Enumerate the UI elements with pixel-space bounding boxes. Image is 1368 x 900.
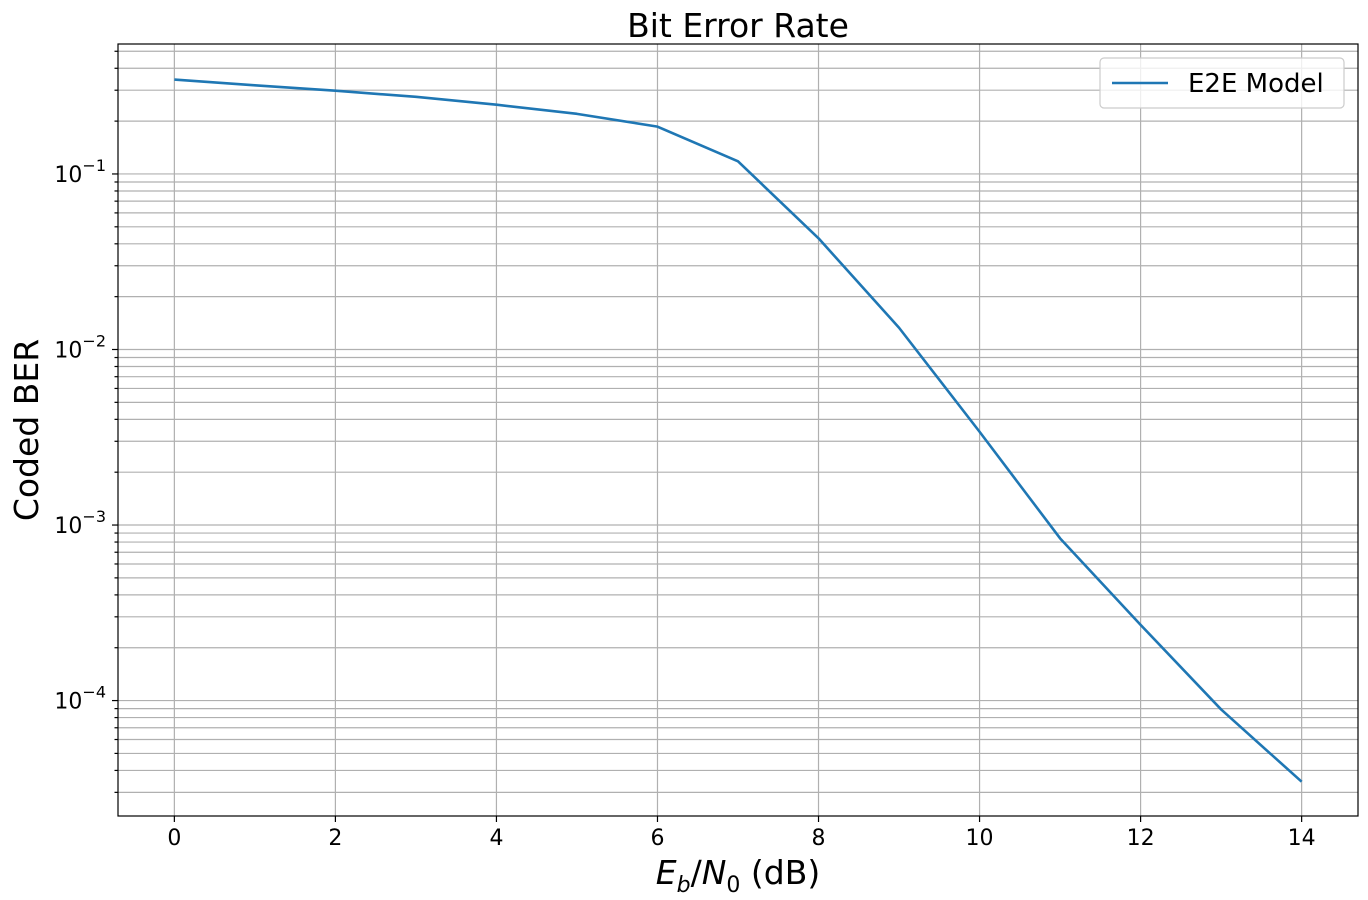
- legend-label-e2e-model: E2E Model: [1188, 69, 1324, 99]
- x-tick-label: 6: [650, 826, 664, 851]
- y-tick-label: 10−3: [54, 507, 106, 539]
- x-label-n: N: [702, 853, 727, 892]
- y-tick-label: 10−1: [54, 156, 106, 188]
- y-tick-label: 10−4: [54, 683, 106, 715]
- x-tick-label: 4: [489, 826, 503, 851]
- x-axis-label: Eb/N0 (dB): [656, 853, 820, 898]
- legend: E2E Model: [1099, 57, 1345, 109]
- x-label-e: E: [656, 853, 677, 892]
- chart-title: Bit Error Rate: [627, 6, 849, 45]
- x-label-slash: /: [691, 853, 703, 892]
- x-label-unit: (dB): [740, 853, 820, 892]
- x-label-sub-b: b: [677, 873, 691, 898]
- legend-box: [1099, 57, 1345, 109]
- series-layer: [174, 78, 1303, 783]
- x-label-sub-0: 0: [726, 873, 740, 898]
- x-tick-label: 8: [812, 826, 826, 851]
- x-tick-label: 10: [966, 826, 994, 851]
- x-tick-label: 14: [1288, 826, 1316, 851]
- y-ticks: 10−1 10−2 10−3 10−4: [54, 50, 118, 793]
- grid: [118, 44, 1358, 816]
- y-axis-label: Coded BER: [7, 339, 46, 521]
- y-tick-label: 10−2: [54, 331, 106, 363]
- x-tick-label: 12: [1127, 826, 1155, 851]
- series-line-e2e-model: [174, 78, 1303, 783]
- x-tick-label: 2: [328, 826, 342, 851]
- plot-frame: [117, 43, 1359, 817]
- x-ticks: 0 2 4 6 8 10 12 14: [167, 816, 1316, 851]
- x-tick-label: 0: [167, 826, 181, 851]
